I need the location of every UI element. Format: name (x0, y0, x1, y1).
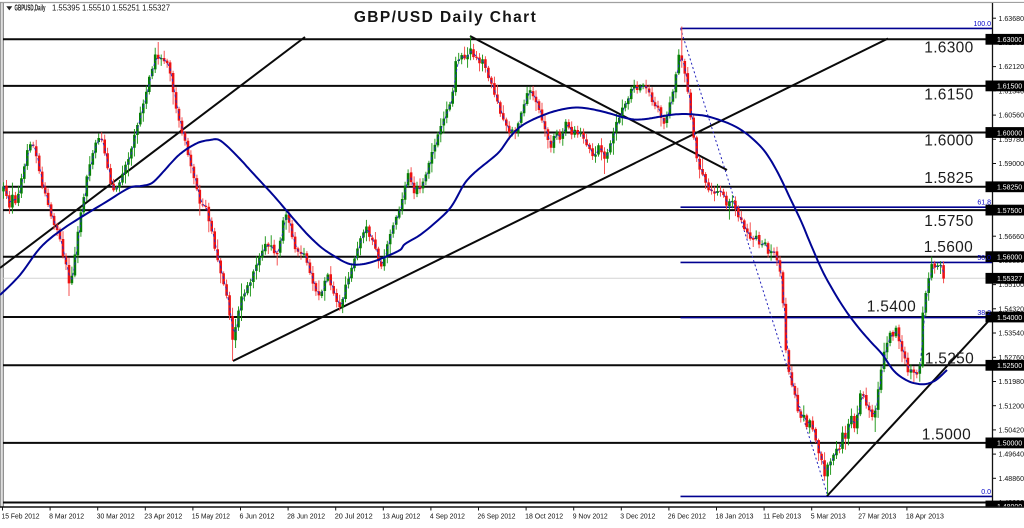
svg-text:1.52500: 1.52500 (997, 361, 1022, 370)
svg-text:4 Sep 2012: 4 Sep 2012 (430, 512, 465, 521)
svg-text:1.54000: 1.54000 (997, 313, 1022, 322)
svg-text:15 May 2012: 15 May 2012 (192, 512, 230, 521)
svg-text:1.6150: 1.6150 (924, 87, 973, 104)
svg-text:1.56000: 1.56000 (997, 253, 1022, 262)
svg-text:1.60560: 1.60560 (999, 111, 1024, 120)
svg-text:1.6000: 1.6000 (924, 133, 973, 150)
svg-text:26 Sep 2012: 26 Sep 2012 (478, 512, 516, 521)
svg-text:11 Feb 2013: 11 Feb 2013 (763, 512, 801, 521)
svg-text:1.57500: 1.57500 (997, 206, 1022, 215)
svg-text:1.5600: 1.5600 (924, 239, 973, 256)
svg-text:3 Dec 2012: 3 Dec 2012 (620, 512, 655, 521)
svg-text:18 Oct 2012: 18 Oct 2012 (525, 512, 563, 521)
svg-text:6 Jun 2012: 6 Jun 2012 (240, 512, 275, 521)
svg-text:18 Jan 2013: 18 Jan 2013 (716, 512, 754, 521)
svg-text:23 Apr 2012: 23 Apr 2012 (144, 512, 182, 521)
svg-text:1.51200: 1.51200 (999, 401, 1024, 410)
svg-text:26 Dec 2012: 26 Dec 2012 (668, 512, 706, 521)
svg-text:GBPUSD,Daily: GBPUSD,Daily (15, 4, 46, 13)
svg-text:GBP/USD Daily Chart: GBP/USD Daily Chart (354, 9, 537, 26)
svg-text:9 Nov 2012: 9 Nov 2012 (573, 512, 608, 521)
svg-text:30 Mar 2012: 30 Mar 2012 (97, 512, 135, 521)
svg-text:1.50000: 1.50000 (997, 439, 1022, 448)
svg-text:1.62120: 1.62120 (999, 62, 1024, 71)
svg-text:38.2: 38.2 (977, 310, 991, 317)
svg-text:1.53540: 1.53540 (999, 329, 1024, 338)
svg-text:20 Jul 2012: 20 Jul 2012 (335, 512, 373, 521)
svg-text:1.5825: 1.5825 (924, 170, 973, 187)
svg-text:28 Jun 2012: 28 Jun 2012 (287, 512, 325, 521)
svg-text:1.51980: 1.51980 (999, 377, 1024, 386)
svg-text:8 Mar 2012: 8 Mar 2012 (49, 512, 84, 521)
svg-text:1.61500: 1.61500 (997, 82, 1022, 91)
svg-text:50.0: 50.0 (977, 255, 991, 262)
svg-text:1.49640: 1.49640 (999, 450, 1024, 459)
svg-text:1.6300: 1.6300 (924, 40, 973, 57)
svg-text:1.5000: 1.5000 (922, 427, 971, 444)
svg-text:1.50420: 1.50420 (999, 426, 1024, 435)
svg-text:13 Aug 2012: 13 Aug 2012 (382, 512, 420, 521)
svg-text:0.0: 0.0 (981, 489, 991, 496)
svg-text:18 Apr 2013: 18 Apr 2013 (906, 512, 944, 521)
svg-text:27 Mar 2013: 27 Mar 2013 (858, 512, 896, 521)
svg-text:100.0: 100.0 (973, 21, 991, 28)
svg-text:5 Mar 2013: 5 Mar 2013 (811, 512, 846, 521)
svg-text:1.60000: 1.60000 (997, 128, 1022, 137)
svg-text:1.56660: 1.56660 (999, 232, 1024, 241)
svg-text:1.59000: 1.59000 (999, 159, 1024, 168)
svg-text:1.63680: 1.63680 (999, 14, 1024, 23)
svg-text:15 Feb 2012: 15 Feb 2012 (2, 512, 40, 521)
svg-text:1.5750: 1.5750 (924, 213, 973, 230)
svg-text:1.55327: 1.55327 (997, 274, 1022, 283)
svg-text:1.5250: 1.5250 (925, 351, 974, 368)
svg-text:1.48860: 1.48860 (999, 474, 1024, 483)
svg-text:1.58250: 1.58250 (997, 183, 1022, 192)
svg-text:1.63000: 1.63000 (997, 35, 1022, 44)
svg-text:61.8: 61.8 (977, 200, 991, 207)
svg-text:1.55395 1.55510 1.55251 1.5532: 1.55395 1.55510 1.55251 1.55327 (52, 4, 171, 13)
svg-text:1.5400: 1.5400 (867, 299, 916, 316)
